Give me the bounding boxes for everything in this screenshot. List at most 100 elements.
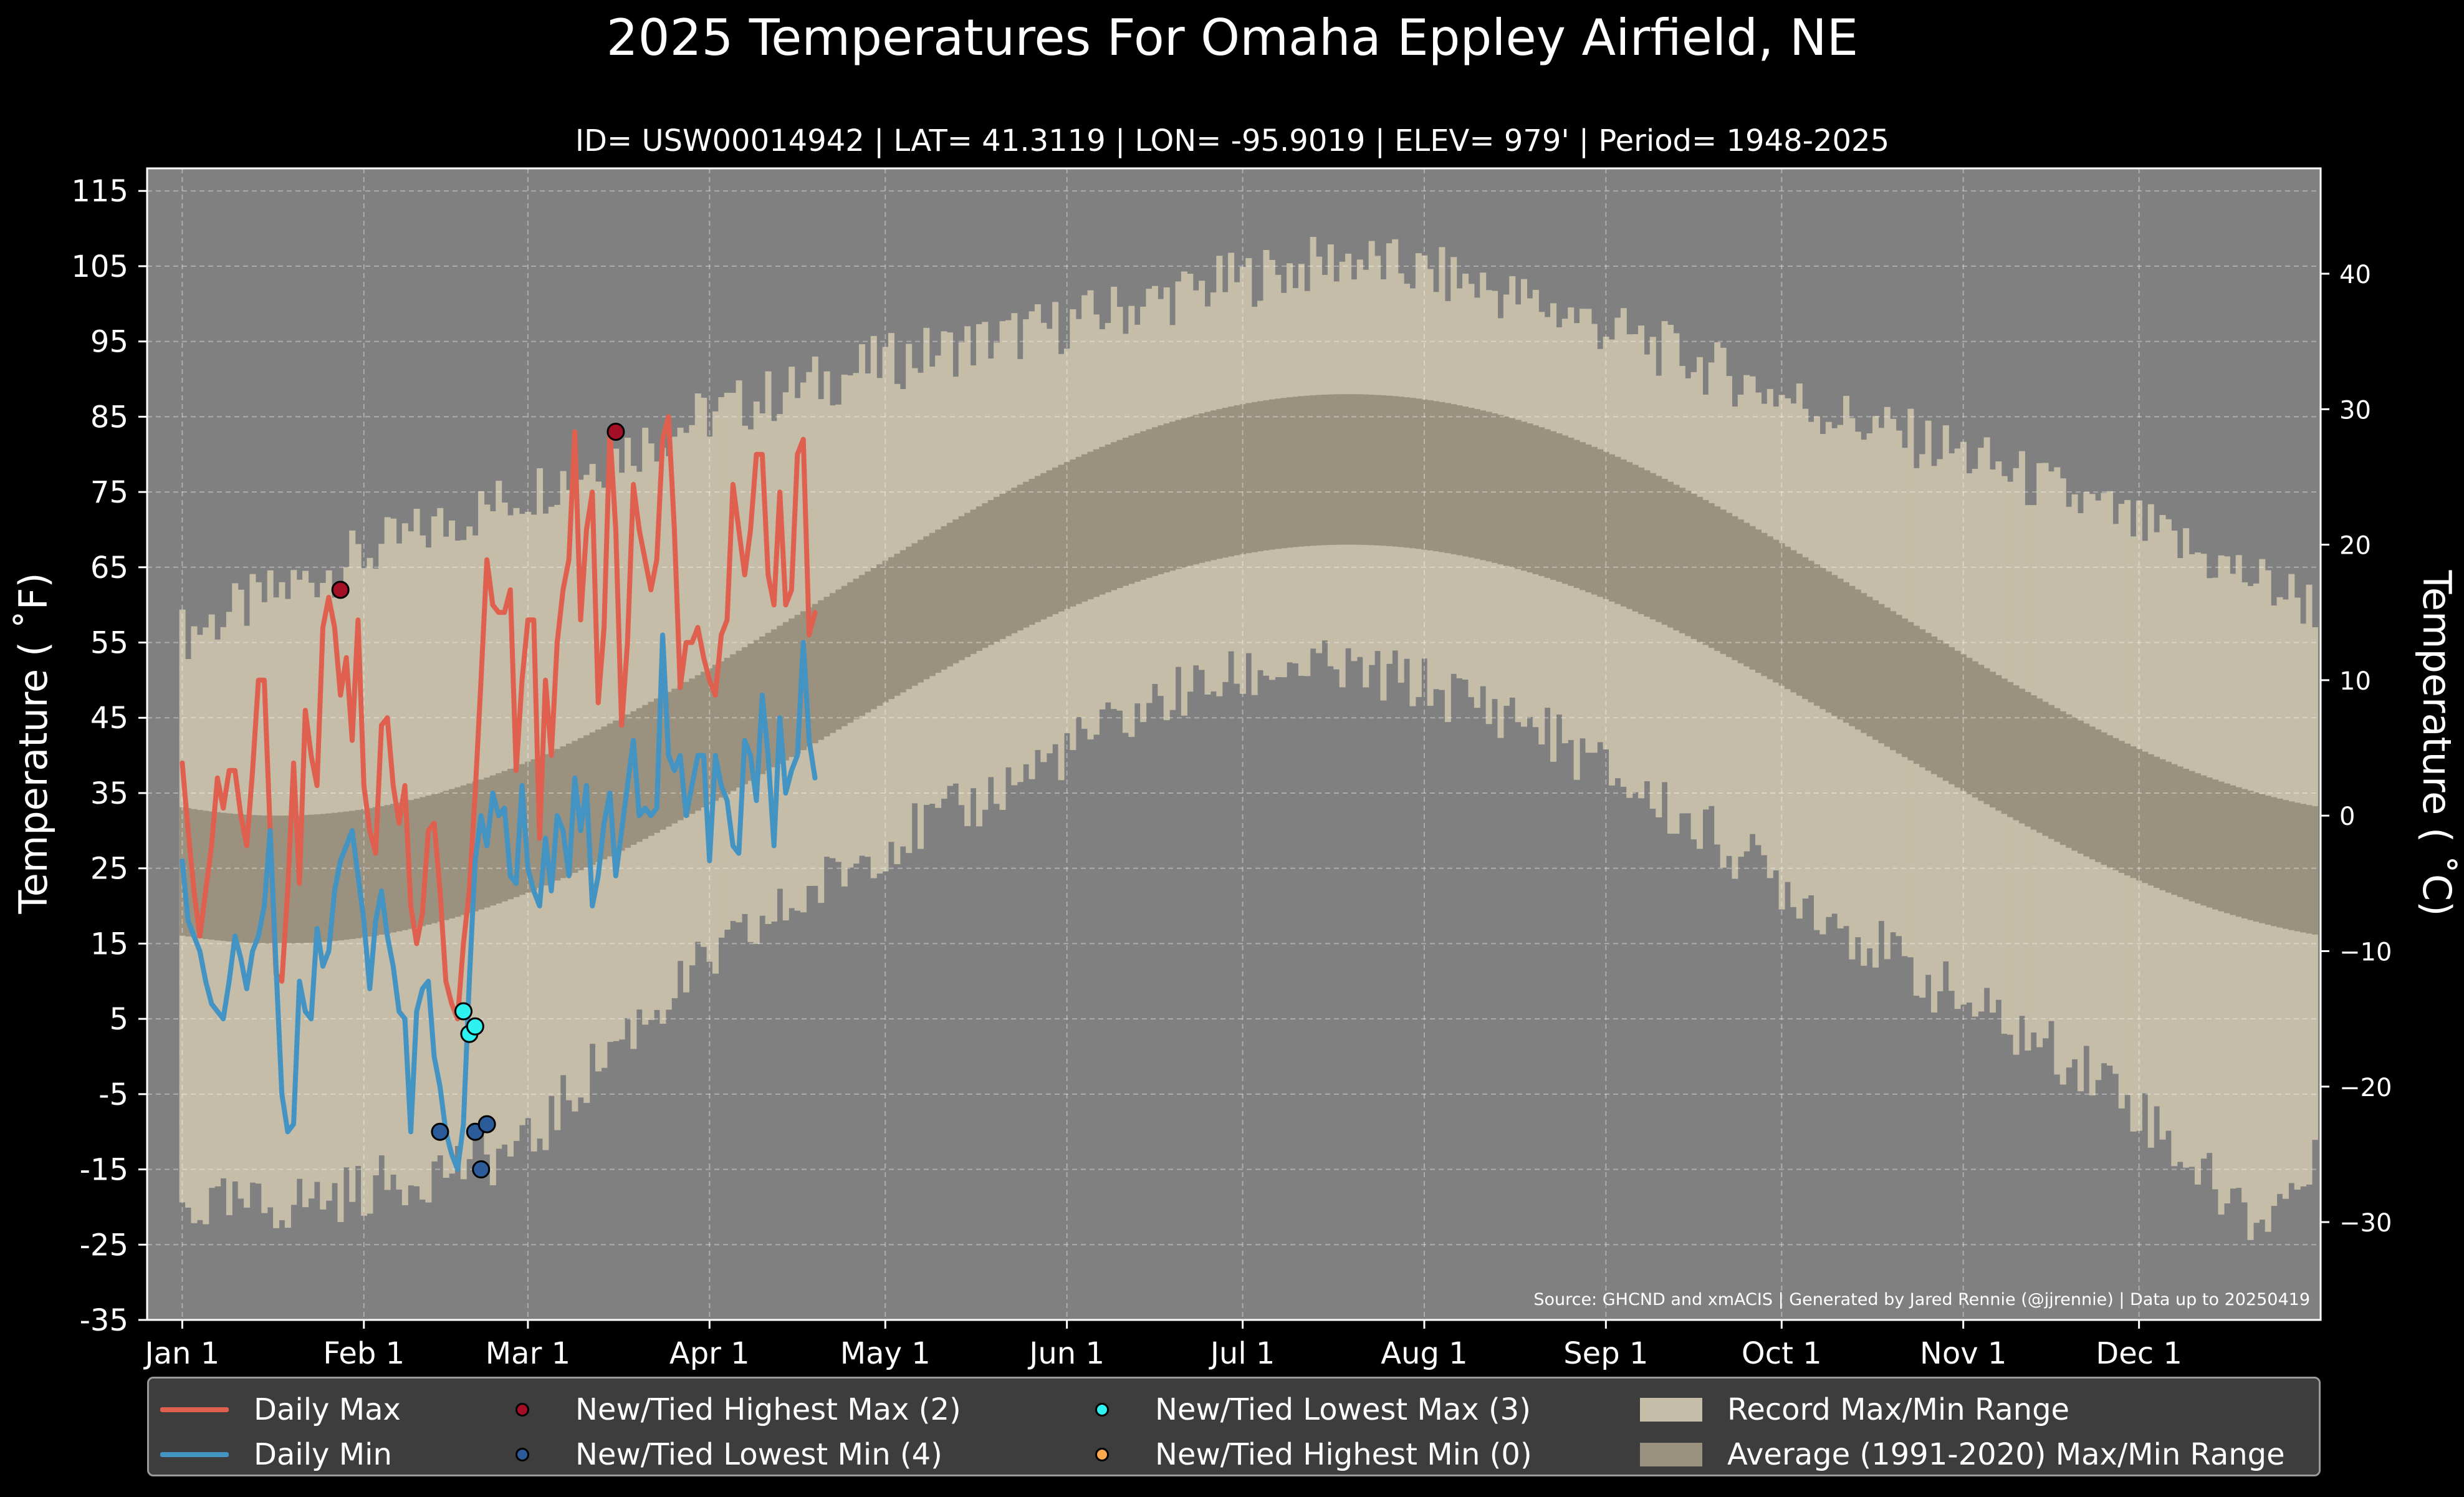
average-range-bar: [378, 806, 385, 935]
average-range-bar: [1960, 654, 1967, 791]
average-range-bar: [1626, 462, 1633, 609]
average-range-bar: [2142, 751, 2149, 883]
average-range-bar: [390, 804, 397, 933]
average-range-bar: [507, 769, 514, 900]
average-range-bar: [525, 761, 532, 893]
average-range-bar: [1028, 478, 1035, 625]
average-range-bar: [530, 759, 537, 890]
average-range-bar: [349, 811, 356, 940]
average-range-bar: [220, 812, 227, 941]
average-range-bar: [2042, 701, 2049, 836]
average-range-bar: [1245, 403, 1252, 554]
average-range-bar: [1275, 398, 1282, 549]
average-range-bar: [1527, 423, 1533, 573]
average-range-bar: [741, 647, 748, 784]
average-range-bar: [332, 812, 338, 941]
grid: [147, 168, 2321, 1320]
average-range-bar: [454, 787, 461, 917]
average-range-bar: [384, 805, 391, 934]
average-range-bar: [1872, 600, 1879, 740]
legend-swatch-daily-max: [160, 1407, 229, 1412]
average-range-bar: [489, 775, 496, 906]
record-point-lowest-max: [454, 1002, 473, 1021]
average-range-bar: [255, 815, 262, 943]
average-range-bar: [712, 665, 719, 801]
average-range-bar: [1421, 399, 1428, 550]
average-range-bar: [496, 773, 502, 904]
average-range-bar: [1761, 532, 1768, 676]
average-range-bar: [437, 792, 444, 922]
average-range-bar: [226, 813, 232, 941]
average-range-bar: [1034, 476, 1041, 622]
average-range-bar: [1702, 500, 1709, 645]
y-right-tick-label: 20: [2339, 532, 2371, 561]
average-range-bar: [1837, 579, 1844, 720]
average-range-bar: [1638, 467, 1645, 614]
y-tick-label: 35: [90, 776, 128, 811]
y-tick-label: 5: [109, 1002, 128, 1037]
average-range-bar: [1151, 427, 1158, 576]
average-range-bar: [279, 816, 285, 944]
average-range-bar: [689, 678, 696, 814]
average-range-bar: [1954, 650, 1961, 788]
average-range-bar: [1515, 420, 1522, 569]
average-range-bar: [1732, 516, 1738, 660]
plot-frame: [146, 167, 2322, 1321]
average-range-bar: [2095, 729, 2102, 862]
record-point-lowest-min: [431, 1122, 449, 1141]
average-range-bar: [1321, 394, 1328, 546]
average-range-bar: [1140, 431, 1147, 580]
average-range-bar: [1521, 421, 1528, 571]
average-range-bar: [1913, 625, 1920, 764]
average-range-bar: [1409, 398, 1416, 549]
average-range-bar: [2253, 792, 2260, 922]
average-range-bar: [1040, 473, 1047, 620]
average-range-bar: [2030, 695, 2037, 830]
average-range-bar: [308, 814, 315, 943]
y-right-tick-label: −20: [2339, 1074, 2392, 1102]
average-range-bar: [478, 779, 485, 910]
average-range-bar: [2083, 723, 2090, 857]
average-range-bar: [2112, 738, 2119, 870]
average-range-bar: [1884, 607, 1891, 747]
average-range-bar: [290, 815, 297, 944]
average-range-bar: [671, 688, 678, 824]
average-range-bar: [1005, 491, 1012, 637]
average-range-bar: [337, 812, 344, 941]
average-range-bar: [976, 506, 982, 651]
record-point-lowest-min: [477, 1115, 496, 1134]
average-range-bar: [2089, 726, 2096, 860]
average-range-bar: [2025, 691, 2031, 827]
average-range-bar: [2241, 789, 2248, 919]
average-range-bar: [1187, 416, 1194, 566]
average-range-bar: [1268, 399, 1275, 550]
average-range-bar: [560, 746, 567, 878]
average-range-bar: [1802, 557, 1809, 700]
average-range-bar: [1480, 410, 1487, 561]
average-range-bar: [1192, 415, 1199, 565]
average-range-bar: [1363, 394, 1369, 546]
average-range-bar: [1058, 465, 1065, 612]
x-tick-label: Dec 1: [2096, 1336, 2182, 1371]
average-range-bar: [823, 597, 830, 737]
average-range-bar: [1866, 597, 1873, 737]
average-range-bar: [1890, 611, 1897, 751]
average-range-bar: [1667, 481, 1674, 628]
x-tick-label: Mar 1: [486, 1336, 570, 1371]
legend-marker-lowest-max: [1095, 1403, 1109, 1417]
average-range-bar: [2154, 756, 2160, 888]
average-range-bar: [1743, 522, 1750, 667]
average-range-bar: [1485, 412, 1492, 562]
average-range-bar: [2288, 801, 2295, 930]
average-range-bar: [841, 585, 848, 726]
average-range-bar: [1532, 425, 1539, 574]
y-tick-label: 75: [90, 475, 128, 510]
average-range-bar: [1433, 401, 1440, 552]
average-range-bar: [1099, 446, 1106, 595]
average-range-bar: [2218, 781, 2225, 912]
average-range-bar: [273, 816, 280, 944]
average-range-bar: [1063, 462, 1070, 609]
average-range-bar: [1497, 415, 1504, 565]
legend-label-record-range: Record Max/Min Range: [1727, 1392, 2070, 1427]
average-range-bar: [208, 811, 215, 940]
